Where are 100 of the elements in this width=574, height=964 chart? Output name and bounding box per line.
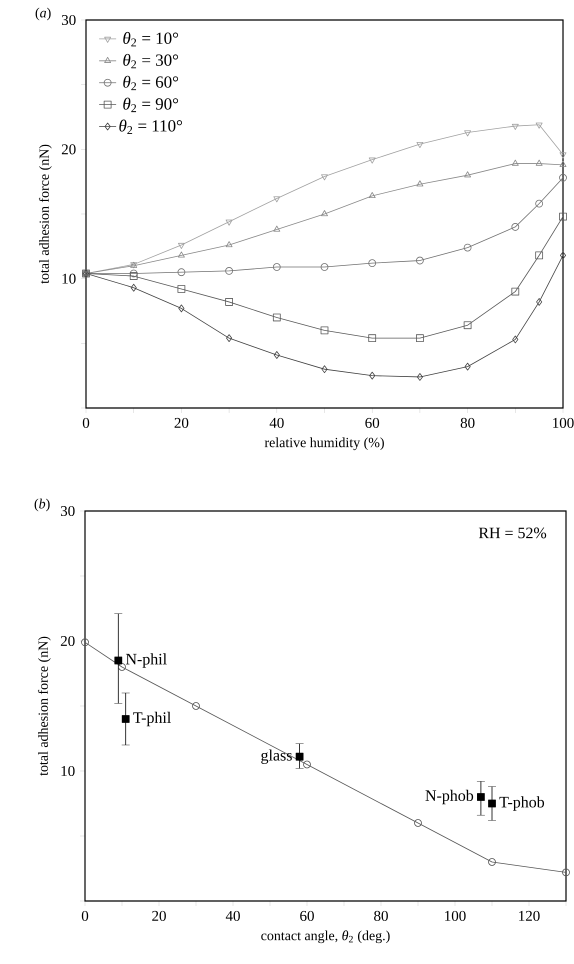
y-tick-label: 10 bbox=[62, 766, 75, 776]
point bbox=[226, 220, 233, 226]
point bbox=[321, 365, 328, 374]
legend-label: θ$_{2}$ = 10° bbox=[123, 32, 178, 46]
point bbox=[272, 314, 281, 322]
point bbox=[178, 304, 184, 312]
point bbox=[272, 263, 281, 271]
point bbox=[464, 130, 472, 136]
point bbox=[559, 212, 567, 220]
legend-label: θ$_{2}$ = 110° bbox=[119, 120, 182, 134]
y-tick-label: 30 bbox=[60, 506, 75, 516]
point bbox=[536, 122, 543, 129]
annotation: RH = 52% bbox=[478, 528, 546, 538]
point bbox=[464, 362, 471, 370]
x-tick-label: 20 bbox=[152, 910, 166, 921]
x-tick-label: 80 bbox=[460, 418, 475, 428]
point bbox=[226, 241, 233, 248]
point bbox=[368, 259, 376, 268]
point bbox=[192, 702, 200, 710]
point bbox=[536, 298, 542, 306]
x-tick-label: 0 bbox=[82, 910, 88, 921]
point bbox=[178, 268, 186, 276]
y-tick-label: 10 bbox=[62, 274, 76, 284]
chart-title: (b) bbox=[34, 498, 50, 512]
x-tick-label: 20 bbox=[174, 418, 188, 428]
point bbox=[368, 192, 376, 198]
point bbox=[464, 171, 472, 178]
point bbox=[296, 752, 304, 761]
point bbox=[559, 174, 567, 182]
y-tick-label: 30 bbox=[62, 14, 76, 26]
point bbox=[368, 158, 376, 164]
annotation: N-phil bbox=[126, 653, 167, 668]
x-tick-label: 100 bbox=[553, 418, 574, 428]
point bbox=[535, 200, 544, 208]
point bbox=[512, 336, 518, 344]
point bbox=[562, 868, 570, 876]
point bbox=[464, 321, 472, 330]
point bbox=[273, 196, 280, 202]
point bbox=[178, 242, 185, 249]
point bbox=[320, 326, 328, 334]
point bbox=[511, 288, 520, 296]
x-axis-title: relative humidity (%) bbox=[264, 437, 384, 450]
point bbox=[130, 270, 138, 278]
point bbox=[560, 152, 566, 158]
point bbox=[535, 251, 544, 260]
y-axis-title: total adhesion force (nN) bbox=[38, 636, 51, 776]
annotation: glass bbox=[261, 749, 292, 764]
point bbox=[130, 272, 138, 280]
legend-label: θ$_{2}$ = 90° bbox=[123, 98, 178, 112]
point bbox=[321, 210, 328, 216]
annotation: N-phob bbox=[425, 790, 474, 804]
legend-label: θ$_{2}$ = 60° bbox=[123, 76, 178, 90]
point bbox=[416, 142, 424, 148]
point bbox=[560, 160, 566, 167]
point bbox=[274, 351, 280, 359]
point bbox=[416, 180, 424, 186]
point bbox=[122, 715, 130, 723]
point bbox=[512, 160, 519, 166]
y-axis-title: total adhesion force (nN) bbox=[38, 144, 52, 284]
y-tick-label: 20 bbox=[62, 144, 76, 154]
point bbox=[488, 858, 496, 866]
x-axis-title: contact angle, θ$_{2}$ (deg.) bbox=[261, 930, 390, 944]
chart-title: (a) bbox=[36, 8, 51, 20]
point bbox=[416, 373, 423, 381]
point bbox=[303, 760, 311, 768]
point bbox=[414, 819, 422, 827]
x-tick-label: 60 bbox=[365, 418, 380, 428]
point bbox=[130, 284, 137, 292]
x-tick-label: 40 bbox=[226, 910, 240, 921]
x-tick-label: 0 bbox=[82, 418, 90, 428]
point bbox=[368, 334, 376, 342]
point bbox=[369, 372, 376, 380]
x-tick-label: 40 bbox=[270, 418, 284, 428]
x-tick-label: 120 bbox=[519, 910, 540, 921]
point bbox=[512, 124, 519, 130]
point bbox=[560, 251, 566, 260]
point bbox=[178, 285, 186, 293]
y-tick-label: 20 bbox=[60, 636, 75, 646]
point bbox=[114, 656, 122, 664]
point bbox=[81, 638, 89, 646]
point bbox=[226, 334, 232, 342]
point bbox=[321, 174, 328, 180]
x-tick-label: 100 bbox=[445, 910, 466, 921]
point bbox=[488, 800, 496, 808]
annotation: T-phob bbox=[499, 796, 544, 811]
point bbox=[477, 793, 485, 801]
x-tick-label: 60 bbox=[300, 910, 314, 921]
point bbox=[511, 223, 520, 231]
point bbox=[464, 244, 472, 252]
point bbox=[178, 251, 185, 258]
point bbox=[118, 663, 126, 671]
point bbox=[225, 298, 233, 306]
annotation: T-phil bbox=[133, 712, 171, 726]
point bbox=[416, 334, 424, 342]
legend-label: θ$_{2}$ = 30° bbox=[123, 54, 178, 68]
point bbox=[320, 263, 328, 271]
point bbox=[273, 226, 280, 232]
point bbox=[225, 267, 233, 275]
point bbox=[416, 256, 424, 264]
x-tick-label: 80 bbox=[374, 910, 388, 921]
